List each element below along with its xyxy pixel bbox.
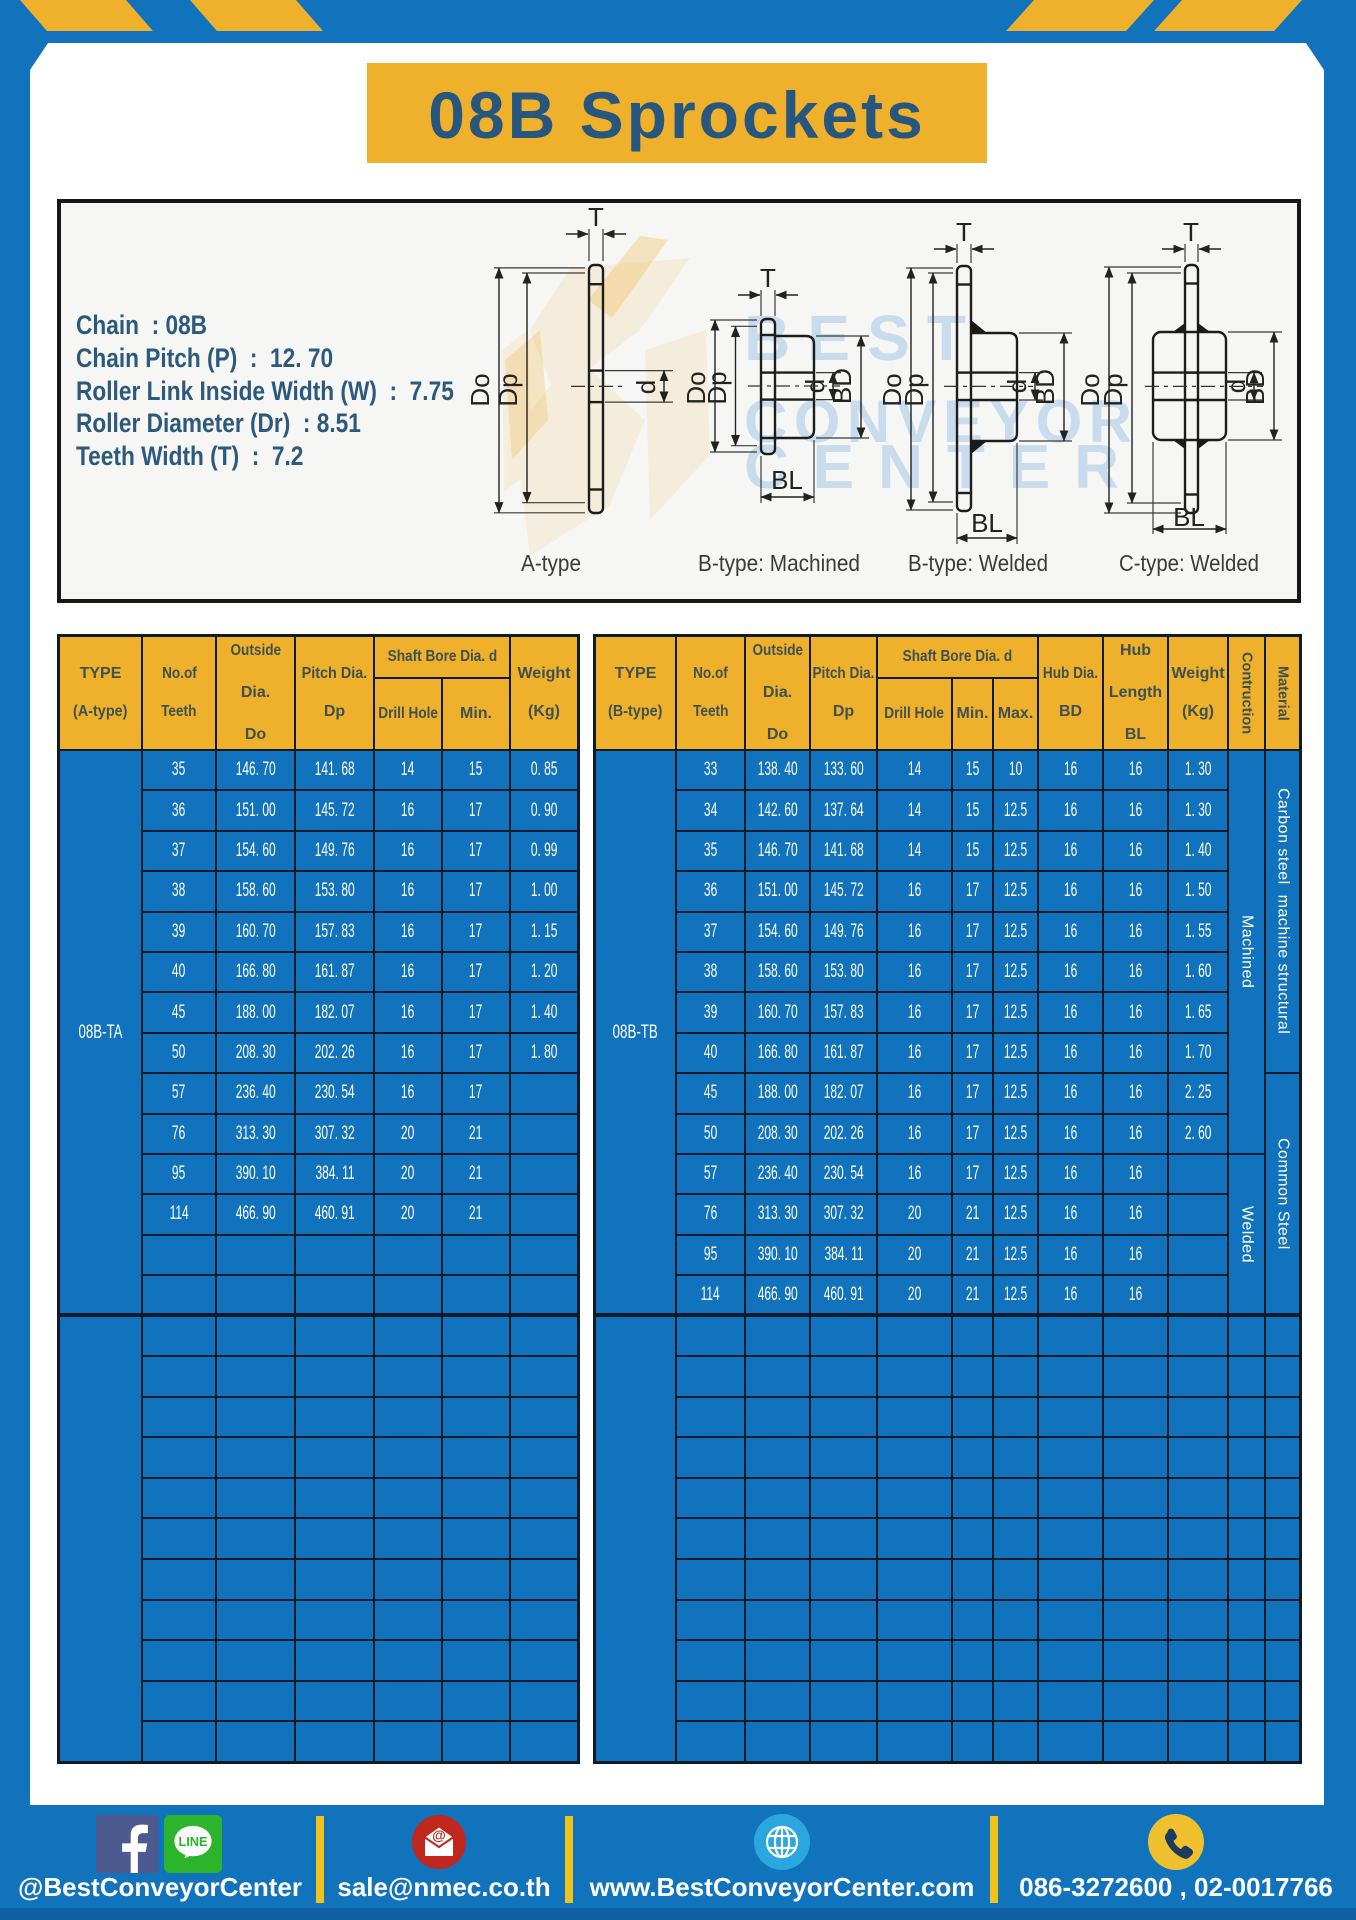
svg-text:T: T [760,263,776,293]
svg-text:Do: Do [1075,373,1105,406]
svg-text:Dp: Dp [1098,373,1128,406]
svg-text:Dp: Dp [493,373,523,406]
svg-text:LINE: LINE [178,1834,208,1849]
svg-text:T: T [588,203,604,232]
svg-text:BL: BL [1173,502,1205,532]
svg-text:C-type: Welded: C-type: Welded [1119,550,1259,576]
svg-text:BL: BL [771,465,803,495]
svg-text:Do: Do [877,373,907,406]
svg-text:Dp: Dp [702,371,732,404]
svg-text:B-type: Welded: B-type: Welded [908,550,1048,576]
svg-text:Dp: Dp [899,373,929,406]
svg-text:Do: Do [465,373,495,406]
svg-text:BD: BD [1030,369,1060,405]
svg-text:@: @ [432,1827,446,1843]
svg-text:Do: Do [681,371,711,404]
svg-text:T: T [1183,217,1199,247]
svg-text:d: d [1002,379,1032,393]
svg-text:A-type: A-type [521,550,581,576]
svg-text:B-type: Machined: B-type: Machined [698,550,860,576]
svg-text:T: T [956,217,972,247]
svg-text:BL: BL [971,508,1003,538]
svg-text:BD: BD [827,368,857,404]
svg-text:BD: BD [1240,369,1270,405]
svg-text:d: d [631,380,661,394]
